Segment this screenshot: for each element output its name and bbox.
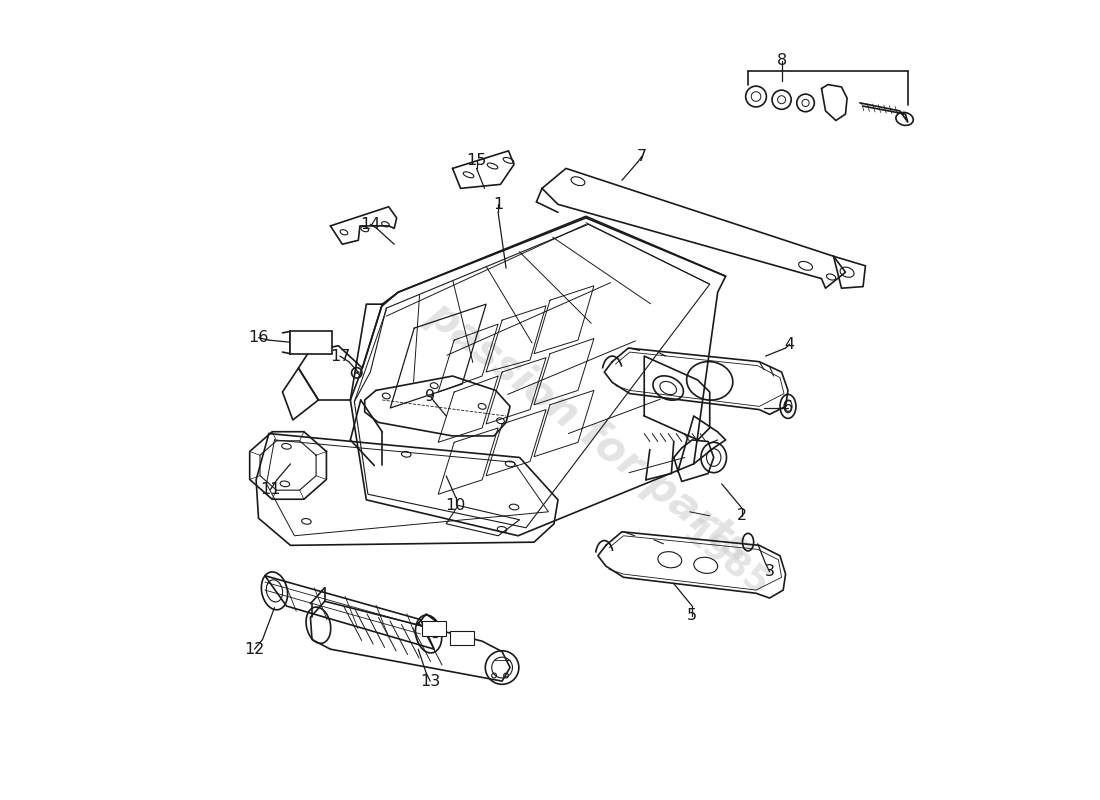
- Text: 10: 10: [446, 498, 466, 513]
- Text: 13: 13: [420, 674, 440, 689]
- Text: 12: 12: [244, 642, 265, 657]
- Text: 11: 11: [261, 482, 280, 497]
- Text: 9: 9: [425, 389, 436, 403]
- Text: 7: 7: [637, 149, 647, 164]
- Text: 4: 4: [784, 337, 794, 351]
- Text: 15: 15: [466, 153, 486, 168]
- Text: 8: 8: [777, 53, 786, 68]
- Text: 1985: 1985: [675, 515, 776, 604]
- FancyBboxPatch shape: [450, 630, 474, 645]
- Text: 2: 2: [737, 508, 747, 523]
- Text: 16: 16: [249, 330, 268, 346]
- Text: passion for parts: passion for parts: [420, 293, 760, 571]
- Text: 1: 1: [493, 197, 503, 212]
- FancyBboxPatch shape: [422, 622, 447, 635]
- Text: 17: 17: [330, 349, 350, 363]
- Text: 3: 3: [764, 564, 774, 579]
- Text: 14: 14: [360, 217, 381, 232]
- Text: 5: 5: [688, 608, 697, 623]
- FancyBboxPatch shape: [290, 331, 332, 354]
- Text: 6: 6: [783, 401, 793, 415]
